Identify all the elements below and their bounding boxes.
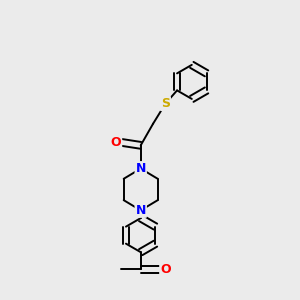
Text: S: S	[161, 97, 170, 110]
Text: N: N	[136, 162, 146, 175]
Text: N: N	[136, 204, 146, 217]
Text: O: O	[111, 136, 121, 149]
Text: O: O	[160, 263, 171, 276]
